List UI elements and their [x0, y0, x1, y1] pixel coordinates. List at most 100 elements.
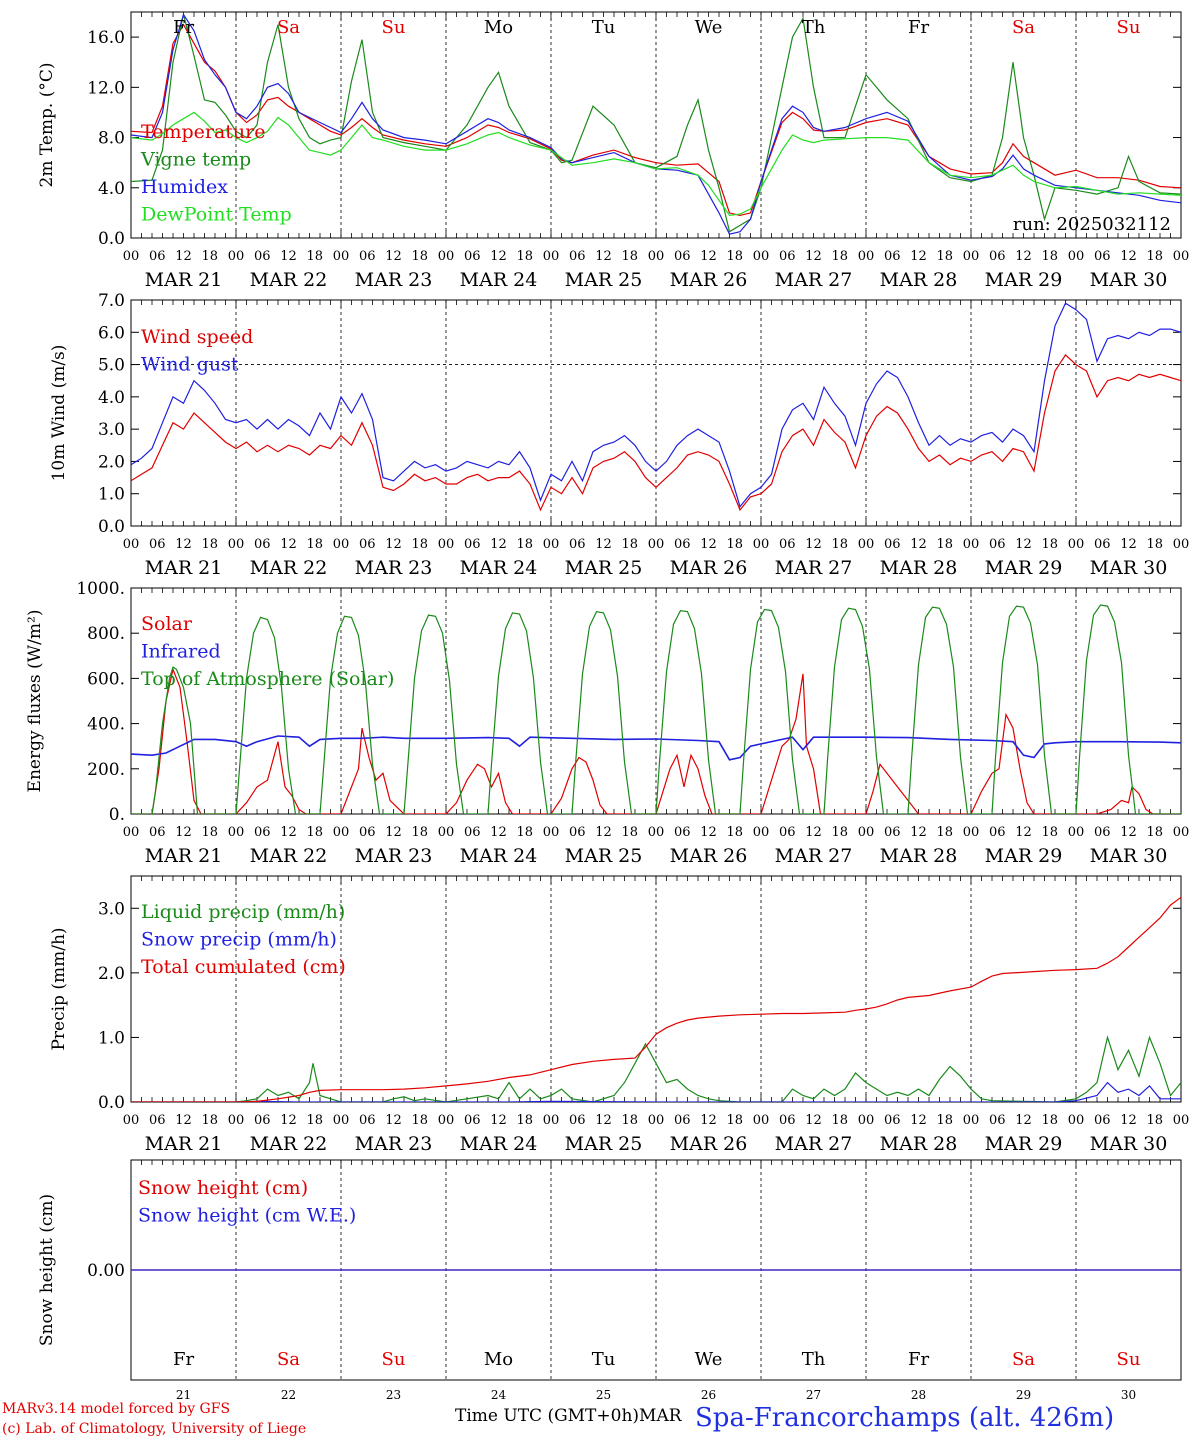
hour-label: 00	[648, 249, 665, 264]
y-axis-label: Snow height (cm)	[37, 1194, 57, 1346]
hour-label: 06	[674, 825, 691, 840]
y-tick-label: 0.	[109, 805, 125, 825]
panel-5	[130, 1159, 1182, 1381]
day-number: 26	[701, 1388, 716, 1400]
hour-label: 00	[963, 1113, 980, 1128]
series-humidex	[131, 13, 1181, 235]
date-label: MAR 22	[250, 845, 328, 867]
hour-label: 12	[490, 825, 507, 840]
day-name-tu: Tu	[592, 17, 616, 38]
hour-label: 18	[516, 537, 533, 552]
y-tick-label: 2.0	[98, 964, 125, 984]
hour-label: 06	[1094, 825, 1111, 840]
hour-label: 18	[306, 249, 323, 264]
date-label: MAR 23	[355, 269, 433, 291]
hour-label: 12	[910, 249, 927, 264]
hour-label: 18	[936, 1113, 953, 1128]
hour-label: 00	[858, 1113, 875, 1128]
hour-label: 06	[989, 825, 1006, 840]
series-wind-gust	[131, 302, 1181, 508]
y-tick-label: 5.0	[98, 356, 125, 376]
hour-label: 12	[175, 825, 192, 840]
hour-label: 12	[1015, 1113, 1032, 1128]
hour-label: 18	[831, 1113, 848, 1128]
series-wind-speed	[131, 353, 1181, 512]
date-label: MAR 30	[1090, 1133, 1168, 1155]
x-axis-title: Time UTC (GMT+0h)MAR	[455, 1406, 682, 1426]
date-label: MAR 27	[775, 269, 853, 291]
hour-label: 00	[963, 249, 980, 264]
hour-label: 18	[1146, 825, 1163, 840]
hour-label: 06	[254, 537, 271, 552]
hour-label: 06	[359, 537, 376, 552]
date-label: MAR 21	[145, 557, 223, 579]
day-name-sa: Sa	[277, 1349, 300, 1370]
hour-label: 12	[805, 825, 822, 840]
hour-label: 12	[280, 537, 297, 552]
hour-label: 00	[123, 825, 140, 840]
hour-label: 12	[1120, 537, 1137, 552]
panel-3	[130, 587, 1182, 815]
date-label: MAR 28	[880, 1133, 958, 1155]
hour-label: 00	[963, 537, 980, 552]
hour-label: 12	[805, 249, 822, 264]
day-name-sa: Sa	[1012, 17, 1035, 38]
date-label: MAR 23	[355, 845, 433, 867]
day-name-we: We	[695, 17, 723, 38]
lab-credit: (c) Lab. of Climatology, University of L…	[2, 1421, 307, 1437]
legend-vigne-temp: Vigne temp	[140, 149, 251, 171]
date-label: MAR 28	[880, 557, 958, 579]
hour-label: 06	[884, 825, 901, 840]
hour-label: 00	[333, 249, 350, 264]
hour-label: 18	[936, 249, 953, 264]
hour-label: 06	[149, 825, 166, 840]
date-label: MAR 23	[355, 557, 433, 579]
panel-2	[130, 299, 1182, 527]
y-tick-label: 800.	[87, 624, 125, 644]
day-name-su: Su	[382, 17, 406, 38]
hour-label: 12	[385, 1113, 402, 1128]
hour-label: 00	[1173, 825, 1190, 840]
hour-label: 12	[280, 825, 297, 840]
day-name-mo: Mo	[484, 17, 513, 38]
hour-label: 06	[1094, 249, 1111, 264]
day-number: 29	[1016, 1388, 1031, 1400]
date-label: MAR 22	[250, 1133, 328, 1155]
date-label: MAR 25	[565, 557, 643, 579]
hour-label: 00	[228, 825, 245, 840]
hour-label: 18	[201, 249, 218, 264]
hour-label: 00	[1068, 249, 1085, 264]
hour-label: 18	[306, 537, 323, 552]
hour-label: 12	[805, 537, 822, 552]
y-axis-label: Energy fluxes (W/m²)	[25, 610, 45, 793]
day-number: 27	[806, 1388, 821, 1400]
hour-label: 06	[569, 249, 586, 264]
hour-label: 12	[910, 825, 927, 840]
hour-label: 18	[726, 825, 743, 840]
x-axis-month: MAR	[639, 1406, 682, 1426]
hour-label: 06	[359, 249, 376, 264]
hour-label: 18	[516, 1113, 533, 1128]
station-name: Spa-Francorchamps (alt. 426m)	[695, 1403, 1115, 1433]
y-tick-label: 4.0	[98, 179, 125, 199]
hour-label: 00	[228, 249, 245, 264]
legend-humidex: Humidex	[141, 176, 228, 198]
hour-label: 12	[385, 825, 402, 840]
hour-label: 06	[779, 825, 796, 840]
hour-label: 12	[700, 825, 717, 840]
hour-label: 06	[254, 249, 271, 264]
y-axis-label: 10m Wind (m/s)	[49, 345, 69, 482]
legend-snow-precip-mm-h: Snow precip (mm/h)	[141, 929, 337, 951]
day-name-mo: Mo	[484, 1349, 513, 1370]
hour-label: 00	[333, 825, 350, 840]
hour-label: 06	[254, 825, 271, 840]
series-liquid-precip-mm-h	[131, 1035, 1181, 1102]
hour-label: 00	[228, 1113, 245, 1128]
date-label: MAR 30	[1090, 845, 1168, 867]
hour-label: 18	[936, 537, 953, 552]
y-tick-label: 1.0	[98, 1028, 125, 1048]
y-tick-label: 0.0	[98, 229, 125, 249]
hour-label: 00	[438, 537, 455, 552]
meteogram-chart: 0.0 4.0 8.0 12.0 16.0 2m Temp. (°C) Temperatur…	[25, 11, 1190, 1400]
day-number: 24	[491, 1388, 507, 1400]
